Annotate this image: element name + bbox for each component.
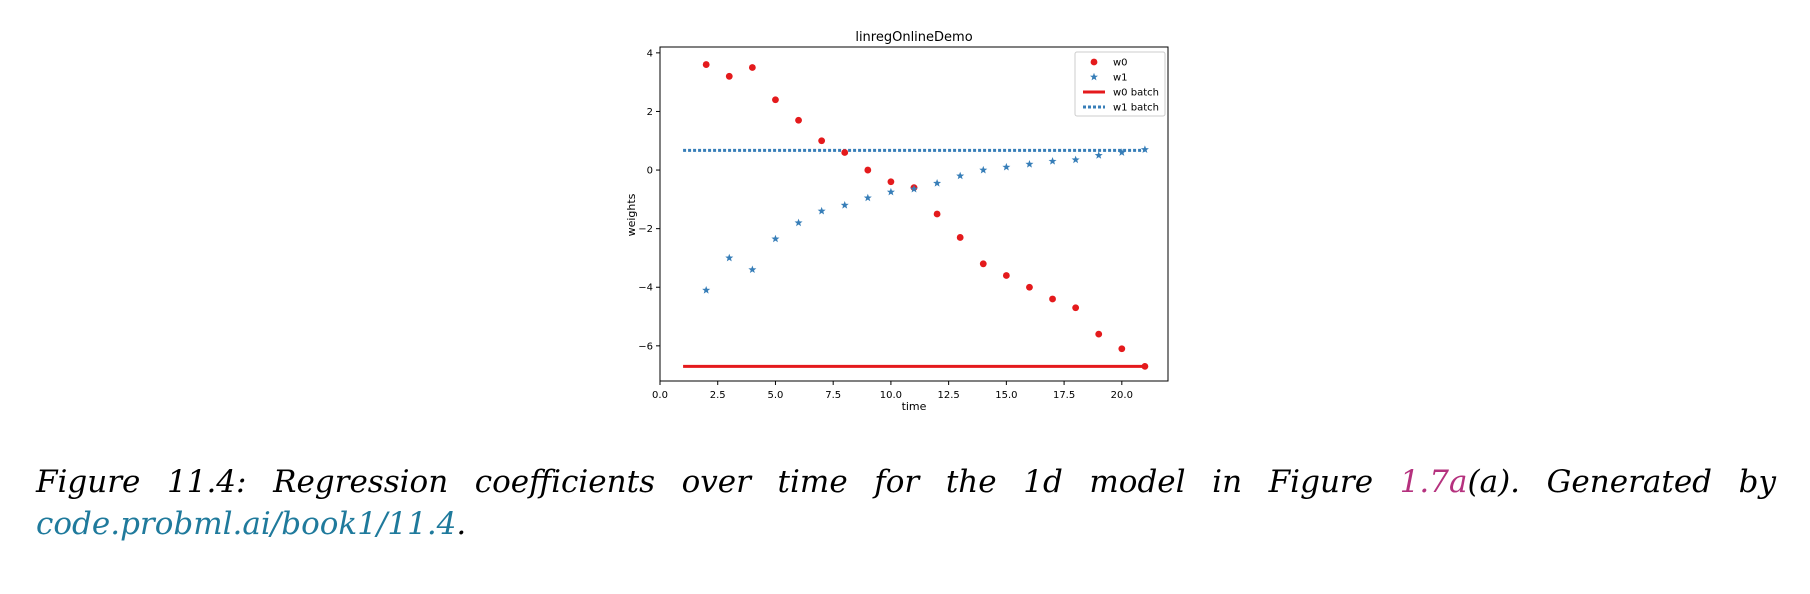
x-axis-label: time — [902, 400, 927, 413]
series-layer — [683, 61, 1149, 370]
point-w0 — [702, 61, 710, 68]
point-w0 — [864, 166, 872, 174]
point-w1 — [1094, 151, 1103, 159]
caption-generated: Generated by — [1546, 464, 1776, 500]
point-w0 — [887, 178, 895, 186]
y-tick-label: 0 — [647, 166, 653, 177]
point-w0 — [1026, 283, 1033, 291]
point-w0 — [1002, 272, 1010, 279]
y-tick-label: 4 — [647, 48, 653, 59]
point-w0 — [841, 149, 849, 156]
legend-swatch — [1090, 58, 1098, 66]
caption-end: . — [456, 506, 467, 542]
point-w0 — [979, 260, 987, 268]
point-w1 — [771, 234, 780, 243]
caption-label: Figure 11.4: — [36, 464, 247, 500]
plot-frame — [659, 46, 1169, 382]
point-w0 — [956, 234, 964, 241]
y-tick-label: 2 — [647, 107, 653, 118]
point-w0 — [1072, 304, 1080, 312]
y-axis-label: weights — [625, 193, 638, 236]
chart-title: linregOnlineDemo — [855, 30, 972, 45]
point-w0 — [795, 116, 802, 124]
point-w1 — [933, 179, 942, 187]
point-w1 — [956, 171, 965, 180]
point-w1 — [1048, 157, 1057, 165]
legend-label: w1 — [1113, 73, 1128, 84]
points-w1 — [702, 145, 1149, 294]
point-w0 — [748, 64, 756, 71]
axes-frame — [659, 46, 1169, 382]
point-w0 — [772, 96, 779, 104]
y-tick-label: −4 — [638, 283, 653, 294]
x-axis: 0.0 2.5 5.0 7.5 10.0 12.5 15.0 17.5 20.0 — [652, 381, 1133, 401]
point-w1 — [794, 218, 803, 227]
x-tick-label: 2.5 — [710, 390, 726, 401]
caption-after-ref: (a). — [1467, 464, 1521, 500]
x-tick-label: 7.5 — [825, 390, 841, 401]
point-w0 — [1095, 330, 1103, 338]
point-w1 — [817, 206, 826, 215]
legend-label: w0 — [1113, 58, 1128, 69]
legend-label: w0 batch — [1113, 88, 1159, 99]
x-tick-label: 0.0 — [652, 390, 668, 401]
x-tick-label: 15.0 — [995, 390, 1017, 401]
x-tick-label: 20.0 — [1111, 390, 1133, 401]
points-w0 — [702, 61, 1149, 370]
point-w0 — [818, 137, 826, 145]
point-w0 — [725, 72, 733, 80]
x-tick-label: 10.0 — [880, 390, 902, 401]
figure-caption: Figure 11.4: Regression coefficients ove… — [36, 462, 1776, 502]
legend: w0 w1 w0 batch w1 batch — [1074, 51, 1166, 117]
legend-swatch — [1090, 72, 1098, 81]
point-w1 — [748, 265, 757, 274]
point-w1 — [702, 285, 711, 294]
point-w1 — [863, 193, 872, 202]
point-w1 — [1140, 145, 1149, 153]
legend-box — [1074, 51, 1166, 117]
point-w0 — [1141, 362, 1149, 370]
code-link[interactable]: code.probml.ai/book1/11.4 — [36, 506, 457, 542]
point-w0 — [1118, 345, 1126, 353]
point-w1 — [910, 184, 918, 193]
point-w1 — [725, 253, 734, 262]
point-w1 — [1117, 148, 1126, 156]
legend-label: w1 batch — [1113, 103, 1159, 114]
point-w0 — [1049, 295, 1056, 303]
y-axis: 4 2 0 −2 −4 −6 — [638, 48, 660, 352]
x-tick-label: 12.5 — [938, 390, 960, 401]
point-w1 — [840, 201, 849, 209]
x-tick-label: 5.0 — [768, 390, 784, 401]
point-w1 — [1002, 162, 1011, 171]
figure-reference-link[interactable]: 1.7a — [1399, 464, 1468, 500]
point-w0 — [933, 210, 941, 218]
y-tick-label: −2 — [638, 224, 653, 235]
caption-line-2: code.probml.ai/book1/11.4. — [36, 504, 466, 544]
point-w1 — [1071, 155, 1080, 164]
y-tick-label: −6 — [638, 341, 653, 352]
point-w1 — [1025, 159, 1034, 168]
point-w1 — [979, 165, 988, 174]
caption-text: Regression coefficients over time for th… — [273, 464, 1374, 500]
x-tick-label: 17.5 — [1053, 390, 1075, 401]
point-w1 — [886, 187, 895, 196]
